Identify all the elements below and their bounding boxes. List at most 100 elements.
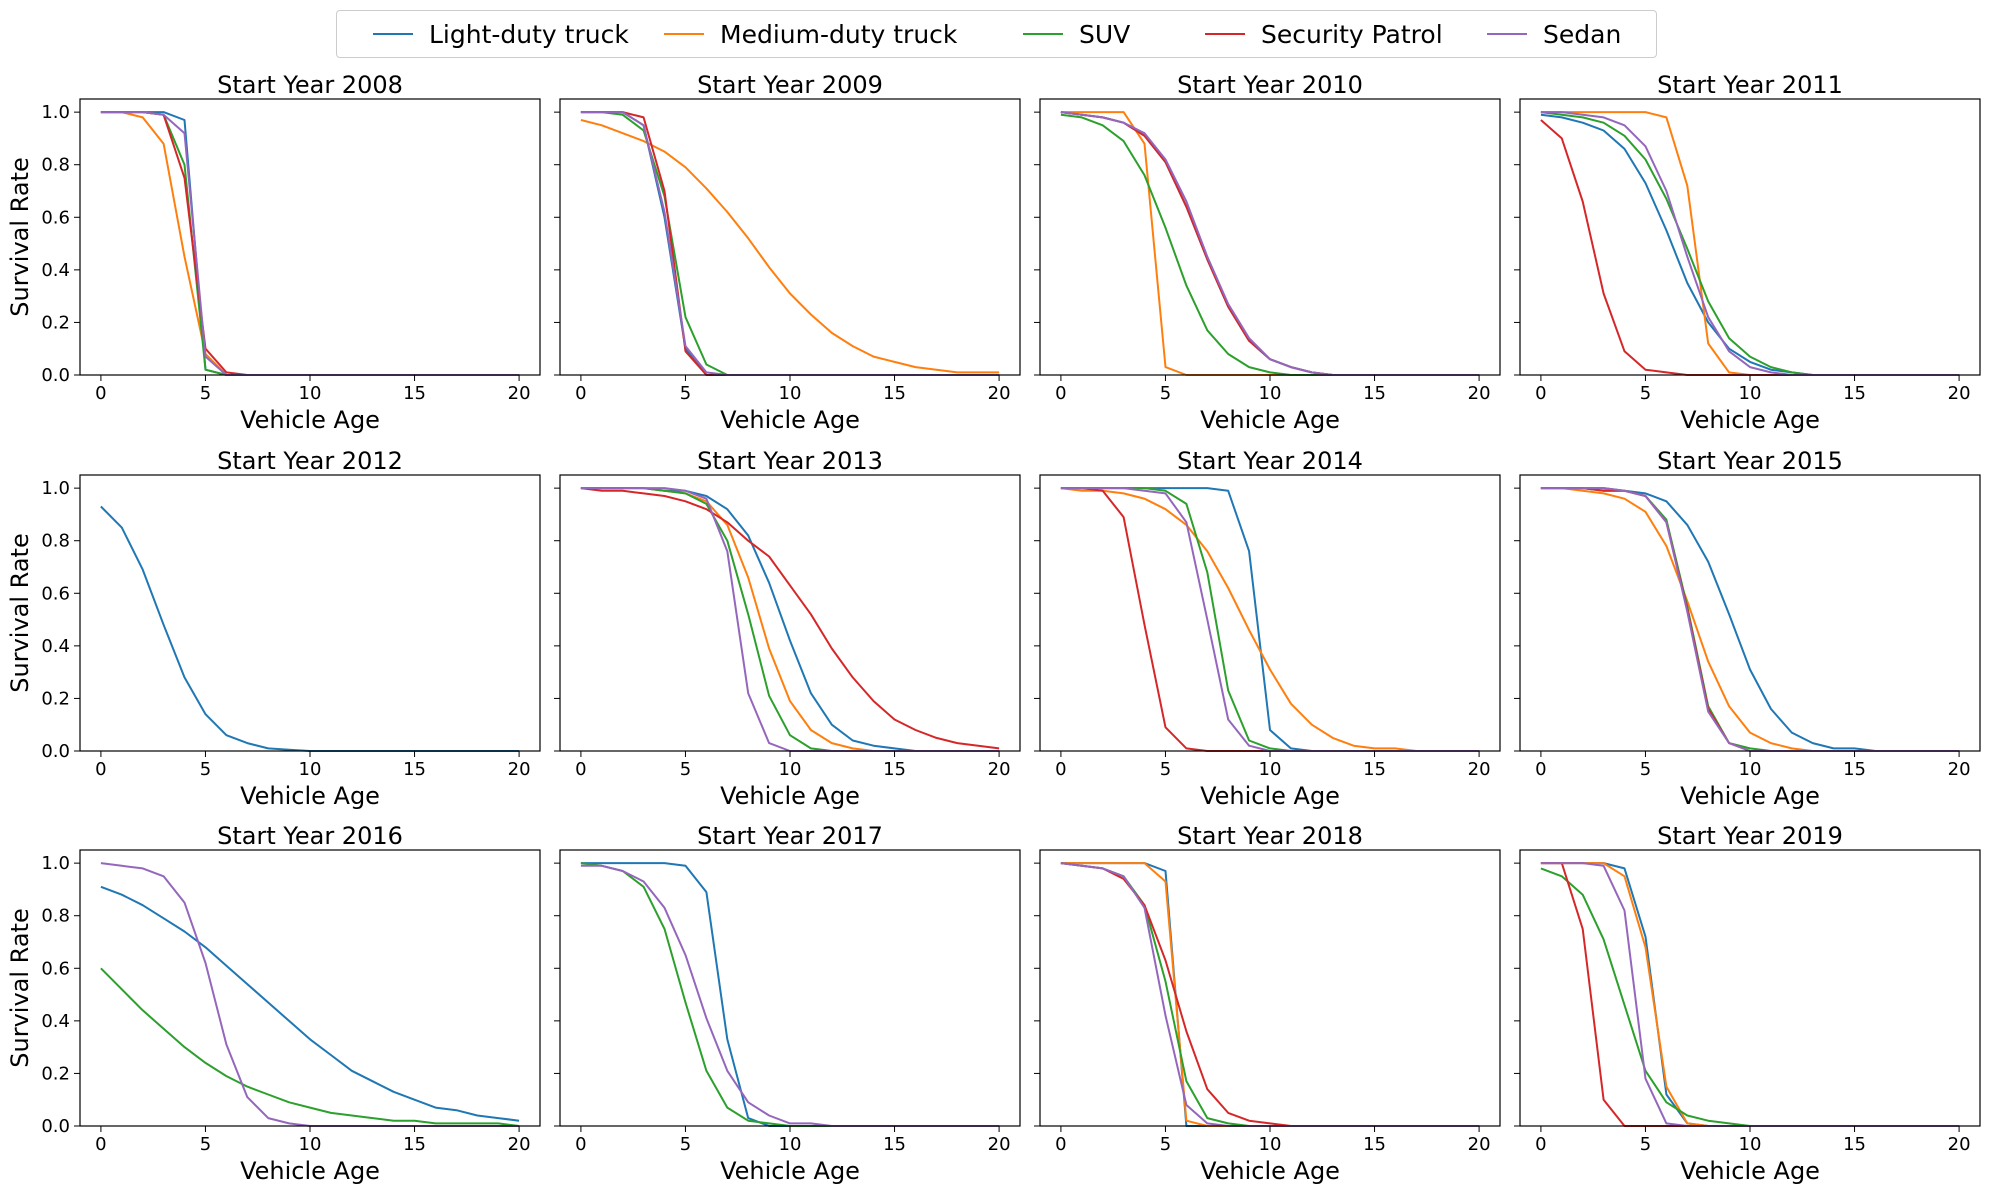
y-tick-label: 0.4 xyxy=(41,260,70,281)
subplot-title: Start Year 2013 xyxy=(697,447,883,475)
x-axis-label: Vehicle Age xyxy=(1200,1157,1340,1185)
x-tick-label: 5 xyxy=(1160,759,1171,780)
axes-frame xyxy=(79,98,541,376)
x-tick-label: 5 xyxy=(680,1134,691,1155)
x-tick-label: 0 xyxy=(1535,759,1546,780)
series-line xyxy=(1060,111,1480,376)
x-tick-label: 15 xyxy=(883,383,906,404)
x-axis-label: Vehicle Age xyxy=(720,782,860,810)
subplot-title: Start Year 2012 xyxy=(217,447,403,475)
subplot: Start Year 2012 0 5 10 15 20 0.0 0.2 0.4 0.6 0.8 1.… xyxy=(6,447,541,810)
x-tick-label: 10 xyxy=(779,759,802,780)
series-line xyxy=(1540,487,1960,752)
y-tick-label: 0.2 xyxy=(41,1063,70,1084)
y-tick-label: 0.8 xyxy=(41,906,70,927)
series-line xyxy=(100,111,520,376)
series-line xyxy=(580,119,1000,374)
x-axis-label: Vehicle Age xyxy=(720,1157,860,1185)
series-line xyxy=(1060,862,1480,1127)
y-tick-label: 0.8 xyxy=(41,531,70,552)
series-line xyxy=(1060,487,1480,752)
series-line xyxy=(580,487,1000,752)
legend-swatch xyxy=(1023,33,1063,35)
x-tick-label: 20 xyxy=(508,1134,531,1155)
x-tick-label: 20 xyxy=(988,383,1011,404)
subplot: Start Year 2015 0 5 10 15 20 Vehicle Age xyxy=(1514,447,1981,810)
axes-frame xyxy=(79,849,541,1127)
series-line xyxy=(580,487,1000,752)
y-tick-label: 1.0 xyxy=(41,102,70,123)
x-tick-label: 0 xyxy=(575,759,586,780)
x-tick-label: 0 xyxy=(575,1134,586,1155)
series-line xyxy=(1540,113,1960,376)
x-tick-label: 0 xyxy=(575,383,586,404)
series-line xyxy=(1060,862,1480,1127)
legend-swatch xyxy=(664,33,704,35)
y-axis-label: Survival Rate xyxy=(6,157,34,316)
legend-swatch xyxy=(373,33,413,35)
series-line xyxy=(1060,487,1480,752)
x-tick-label: 10 xyxy=(779,1134,802,1155)
series-line xyxy=(1540,111,1960,376)
x-tick-label: 0 xyxy=(95,383,106,404)
x-tick-label: 0 xyxy=(1055,383,1066,404)
x-tick-label: 5 xyxy=(1640,759,1651,780)
legend-label: Security Patrol xyxy=(1261,19,1443,49)
x-tick-label: 20 xyxy=(1948,1134,1971,1155)
y-tick-label: 0.6 xyxy=(41,583,70,604)
x-tick-label: 10 xyxy=(1259,1134,1282,1155)
series-line xyxy=(580,111,1000,376)
x-tick-label: 15 xyxy=(883,1134,906,1155)
legend-swatch xyxy=(1205,33,1245,35)
series-line xyxy=(1540,862,1960,1127)
series-line xyxy=(100,967,520,1127)
x-tick-label: 5 xyxy=(200,383,211,404)
series-line xyxy=(100,505,520,752)
series-line xyxy=(1540,862,1960,1127)
x-tick-label: 15 xyxy=(403,1134,426,1155)
subplot: Start Year 2014 0 5 10 15 20 Vehicle Age xyxy=(1034,447,1501,810)
subplot: Start Year 2008 0 5 10 15 20 0.0 0.2 0.4 0.6 0.8 1.… xyxy=(6,71,541,434)
legend-swatch xyxy=(1487,33,1527,35)
y-axis-label: Survival Rate xyxy=(6,533,34,692)
x-tick-label: 15 xyxy=(883,759,906,780)
x-tick-label: 10 xyxy=(1259,759,1282,780)
x-tick-label: 20 xyxy=(1468,759,1491,780)
legend-item-suv: SUV xyxy=(1023,11,1130,57)
series-line xyxy=(100,885,520,1122)
axes-frame xyxy=(559,849,1021,1127)
series-line xyxy=(580,487,1000,752)
subplot-title: Start Year 2016 xyxy=(217,822,403,850)
y-tick-label: 0.0 xyxy=(41,365,70,386)
y-tick-label: 0.6 xyxy=(41,958,70,979)
series-line xyxy=(1540,119,1960,376)
x-axis-label: Vehicle Age xyxy=(1680,406,1820,434)
x-axis-label: Vehicle Age xyxy=(240,406,380,434)
series-line xyxy=(1060,111,1480,376)
x-tick-label: 20 xyxy=(508,759,531,780)
x-tick-label: 10 xyxy=(1739,383,1762,404)
x-tick-label: 15 xyxy=(403,759,426,780)
x-tick-label: 5 xyxy=(1640,1134,1651,1155)
series-line xyxy=(1540,862,1960,1127)
y-axis-label: Survival Rate xyxy=(6,908,34,1067)
series-line xyxy=(1540,487,1960,752)
axes-frame xyxy=(1039,474,1501,752)
x-tick-label: 15 xyxy=(1363,383,1386,404)
x-tick-label: 20 xyxy=(1468,383,1491,404)
x-tick-label: 0 xyxy=(1055,759,1066,780)
x-tick-label: 15 xyxy=(1363,1134,1386,1155)
y-tick-label: 0.2 xyxy=(41,688,70,709)
x-tick-label: 20 xyxy=(1948,383,1971,404)
x-axis-label: Vehicle Age xyxy=(240,1157,380,1185)
x-tick-label: 20 xyxy=(988,759,1011,780)
axes-frame xyxy=(1039,98,1501,376)
subplot-title: Start Year 2011 xyxy=(1657,71,1843,99)
legend-item-security-patrol: Security Patrol xyxy=(1205,11,1443,57)
x-tick-label: 0 xyxy=(95,759,106,780)
series-line xyxy=(1540,111,1960,376)
x-tick-label: 20 xyxy=(1948,759,1971,780)
y-tick-label: 0.6 xyxy=(41,207,70,228)
series-line xyxy=(1060,862,1480,1127)
legend-item-sedan: Sedan xyxy=(1487,11,1621,57)
